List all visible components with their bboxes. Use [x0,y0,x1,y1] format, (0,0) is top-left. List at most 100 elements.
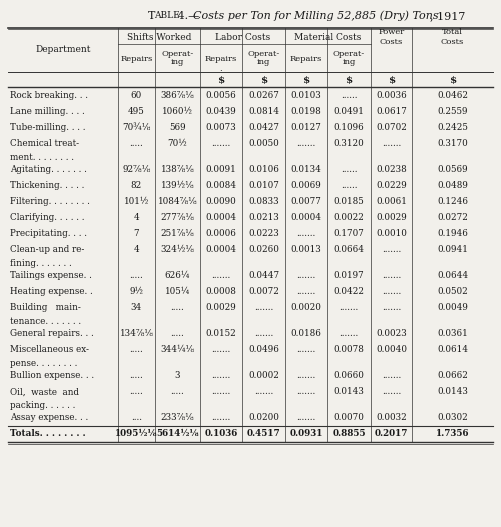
Text: 0.0496: 0.0496 [248,346,279,355]
Text: 0.0023: 0.0023 [376,329,407,338]
Text: T: T [148,11,155,21]
Text: Agitating. . . . . . .: Agitating. . . . . . . [10,165,87,174]
Text: Shifts Worked: Shifts Worked [127,33,191,42]
Text: 0.0040: 0.0040 [376,346,407,355]
Text: Costs per Ton for Milling 52,885 (Dry) Tons: Costs per Ton for Milling 52,885 (Dry) T… [193,11,438,21]
Text: 0.0660: 0.0660 [334,372,364,380]
Text: 0.0662: 0.0662 [437,372,468,380]
Text: 0.0008: 0.0008 [205,288,236,297]
Text: 82: 82 [131,181,142,190]
Text: .....: ..... [171,304,184,313]
Text: .......: ....... [297,372,316,380]
Text: 0.0198: 0.0198 [291,108,321,116]
Text: Oil,  waste  and: Oil, waste and [10,387,79,396]
Text: Clarifying. . . . . .: Clarifying. . . . . . [10,213,85,222]
Text: Chemical treat-: Chemical treat- [10,140,79,149]
Text: 138⅞⅛: 138⅞⅛ [161,165,194,174]
Text: .......: ....... [211,346,230,355]
Text: 344¼⅛: 344¼⅛ [160,346,194,355]
Text: 0.0491: 0.0491 [334,108,364,116]
Text: ......: ...... [341,165,357,174]
Text: .....: ..... [130,346,143,355]
Text: 0.0050: 0.0050 [248,140,279,149]
Text: 4: 4 [134,246,139,255]
Text: 0.1246: 0.1246 [437,198,468,207]
Text: 0.0223: 0.0223 [248,229,279,239]
Text: Filtering. . . . . . . .: Filtering. . . . . . . . [10,198,90,207]
Text: 0.0260: 0.0260 [248,246,279,255]
Text: .......: ....... [297,288,316,297]
Text: 0.0103: 0.0103 [291,92,321,101]
Text: 0.0090: 0.0090 [205,198,236,207]
Text: .......: ....... [382,304,401,313]
Text: 105¼: 105¼ [165,288,190,297]
Text: 0.0106: 0.0106 [248,165,279,174]
Text: 60: 60 [131,92,142,101]
Text: .......: ....... [211,414,230,423]
Text: 0.0107: 0.0107 [248,181,279,190]
Text: Totals. . . . . . . .: Totals. . . . . . . . [10,430,86,438]
Text: packing. . . . . .: packing. . . . . . [10,401,75,409]
Text: .......: ....... [254,329,273,338]
Text: 1095½⅛: 1095½⅛ [115,430,158,438]
Text: Repairs: Repairs [205,55,237,63]
Text: 0.0004: 0.0004 [205,213,236,222]
Text: Clean-up and re-: Clean-up and re- [10,246,84,255]
Text: General repairs. . .: General repairs. . . [10,329,94,338]
Text: 0.0569: 0.0569 [437,165,468,174]
Text: Lane milling. . . .: Lane milling. . . . [10,108,85,116]
Text: 0.0439: 0.0439 [205,108,236,116]
Text: ......: ...... [341,181,357,190]
Text: .......: ....... [382,288,401,297]
Text: 0.1946: 0.1946 [437,229,468,239]
Text: 0.2559: 0.2559 [437,108,468,116]
Text: Thickening. . . . .: Thickening. . . . . [10,181,84,190]
Text: 0.0084: 0.0084 [205,181,236,190]
Text: 0.0056: 0.0056 [205,92,236,101]
Text: 0.0361: 0.0361 [437,329,468,338]
Text: 0.0036: 0.0036 [376,92,407,101]
Text: 626¼: 626¼ [165,271,190,280]
Text: 0.0049: 0.0049 [437,304,468,313]
Text: Heating expense. .: Heating expense. . [10,288,93,297]
Text: Bullion expense. . .: Bullion expense. . . [10,372,94,380]
Text: 34: 34 [131,304,142,313]
Text: 0.0010: 0.0010 [376,229,407,239]
Text: .: . [219,65,222,73]
Text: 0.0004: 0.0004 [205,246,236,255]
Text: 0.0072: 0.0072 [248,288,279,297]
Text: ment. . . . . . . .: ment. . . . . . . . [10,152,74,161]
Text: 0.0197: 0.0197 [334,271,364,280]
Text: .......: ....... [211,271,230,280]
Text: 0.0644: 0.0644 [437,271,468,280]
Text: 0.0185: 0.0185 [334,198,364,207]
Text: 0.8855: 0.8855 [332,430,366,438]
Text: 0.0078: 0.0078 [334,346,364,355]
Text: .......: ....... [382,246,401,255]
Text: .......: ....... [211,140,230,149]
Text: 1.7356: 1.7356 [436,430,469,438]
Text: 0.0152: 0.0152 [205,329,236,338]
Text: 0.0267: 0.0267 [248,92,279,101]
Text: 0.1096: 0.1096 [334,123,364,132]
Text: 0.0022: 0.0022 [334,213,364,222]
Text: 0.1036: 0.1036 [204,430,237,438]
Text: .......: ....... [297,387,316,396]
Text: 0.0134: 0.0134 [291,165,322,174]
Text: 0.2425: 0.2425 [437,123,468,132]
Text: 0.0029: 0.0029 [376,213,407,222]
Text: 0.0127: 0.0127 [291,123,322,132]
Text: 0.0462: 0.0462 [437,92,468,101]
Text: 0.3170: 0.3170 [437,140,468,149]
Text: 101½: 101½ [124,198,149,207]
Text: 0.1707: 0.1707 [334,229,364,239]
Text: Material Costs: Material Costs [294,33,362,42]
Text: Total
Costs: Total Costs [441,28,464,46]
Text: 0.0502: 0.0502 [437,288,468,297]
Text: ....: .... [131,414,142,423]
Text: pense. . . . . . . .: pense. . . . . . . . [10,358,77,367]
Text: 0.0833: 0.0833 [248,198,279,207]
Text: 9½: 9½ [129,288,143,297]
Text: $: $ [345,76,353,85]
Text: 0.0931: 0.0931 [289,430,323,438]
